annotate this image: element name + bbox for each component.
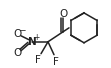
Text: +: + [33, 33, 39, 42]
Text: O: O [59, 9, 67, 19]
Text: −: − [18, 25, 26, 34]
Text: F: F [35, 55, 41, 65]
Text: O: O [13, 29, 21, 39]
Text: O: O [13, 48, 21, 58]
Text: N: N [28, 37, 36, 47]
Text: F: F [53, 57, 59, 67]
